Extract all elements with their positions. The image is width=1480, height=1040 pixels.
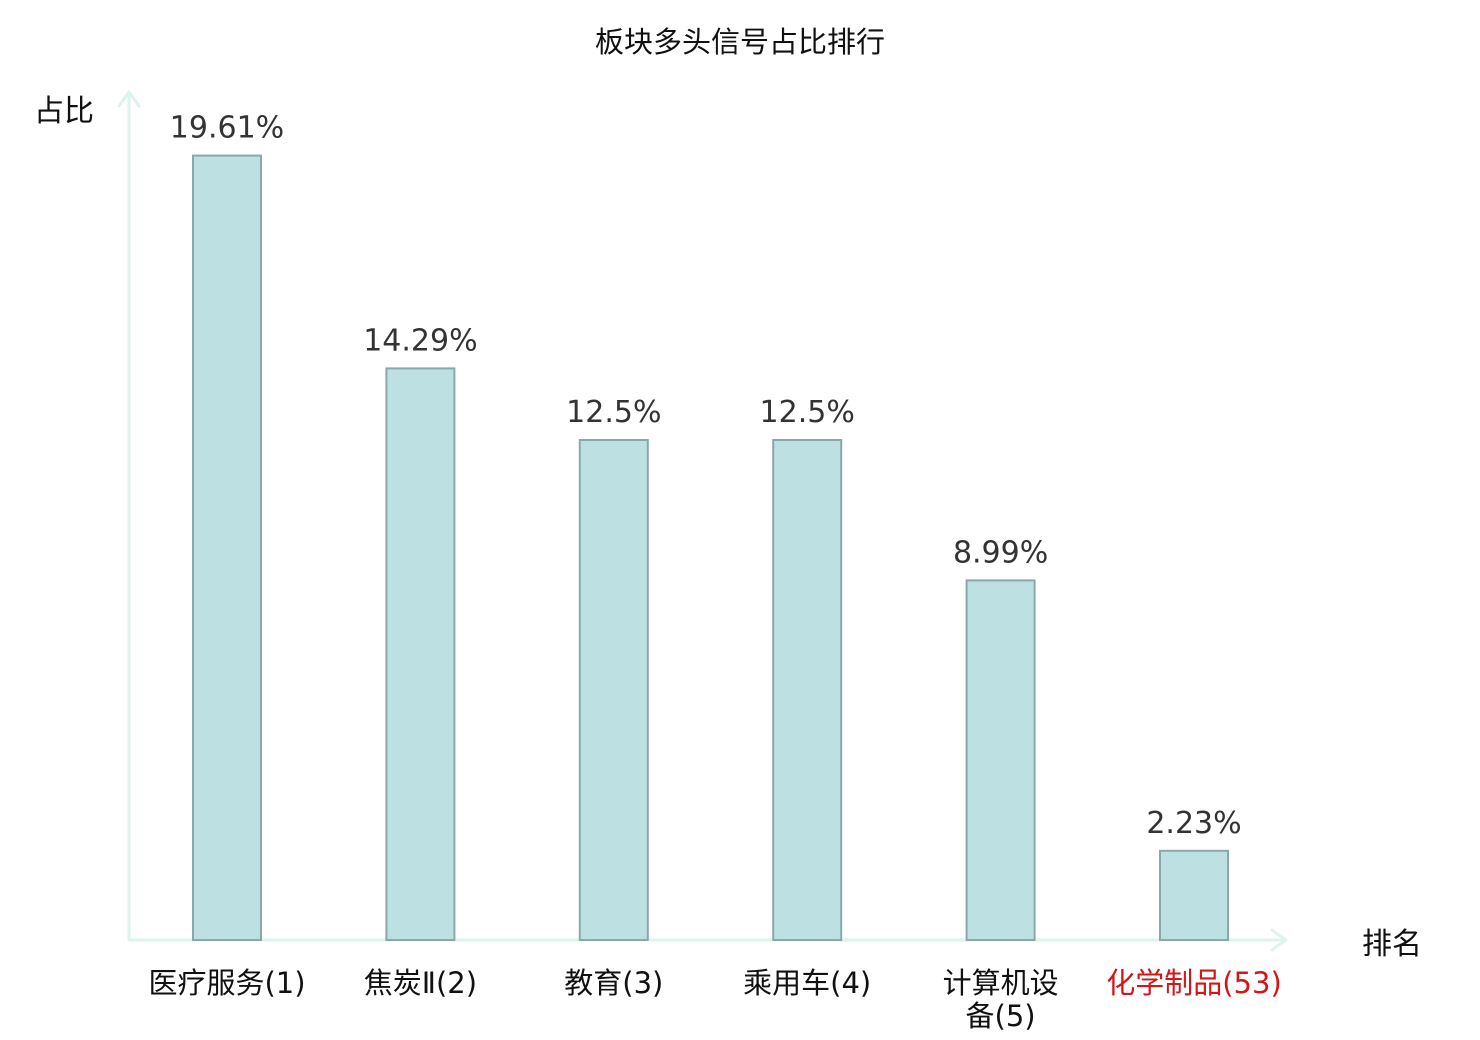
y-axis-label: 占比: [34, 94, 94, 129]
chart-title: 板块多头信号占比排行: [595, 25, 885, 59]
bars: [192, 154, 1229, 942]
value-label-2: 14.29%: [363, 323, 477, 358]
value-label-3: 12.5%: [566, 395, 661, 430]
bar-5: [965, 579, 1036, 942]
category-label-6: 化学制品(53): [1106, 966, 1282, 1000]
category-label-1: 医疗服务(1): [148, 966, 305, 1000]
y-axis-arrow: [117, 90, 141, 108]
category-labels: 医疗服务(1) 焦炭Ⅱ(2) 教育(3) 乘用车(4) 计算机设备(5) 化学制品(53): [148, 966, 1281, 1033]
value-label-1: 19.61%: [170, 111, 284, 146]
category-label-4: 乘用车(4): [743, 966, 871, 1000]
category-label-3: 教育(3): [564, 966, 663, 1000]
bar-6: [1159, 849, 1229, 941]
value-labels: 19.61% 14.29% 12.5% 12.5% 8.99% 2.23%: [170, 111, 1242, 841]
bar-2: [385, 367, 456, 941]
axes: [117, 90, 1288, 952]
category-label-2: 焦炭Ⅱ(2): [364, 966, 477, 1000]
x-axis-arrow: [1270, 928, 1288, 952]
value-label-4: 12.5%: [760, 395, 855, 430]
bar-1: [192, 154, 262, 942]
category-label-5: 计算机设备(5): [943, 966, 1059, 1033]
value-label-6: 2.23%: [1146, 806, 1241, 841]
value-label-5: 8.99%: [953, 535, 1048, 570]
bar-3: [578, 439, 649, 941]
x-axis-label: 排名: [1362, 927, 1422, 962]
bar-4: [772, 439, 843, 941]
